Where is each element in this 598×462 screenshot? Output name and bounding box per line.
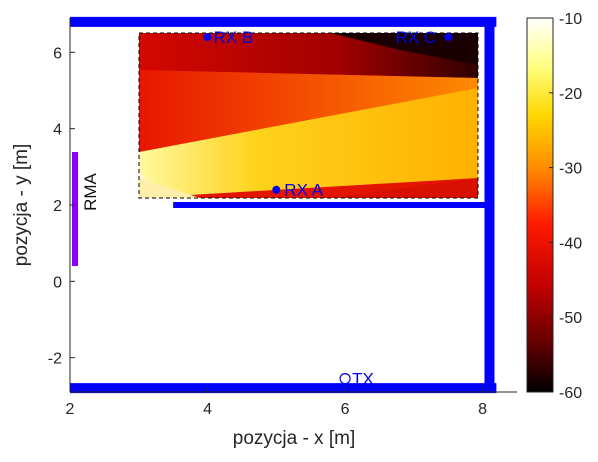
colorbar-tick-label: -60 [559,385,582,402]
heatmap-middle-wedge [139,70,478,152]
y-tick-label: 6 [53,45,62,62]
heatmap-field [139,33,478,198]
x-tick-label: 8 [478,401,487,418]
x-axis-title: pozycja - x [m] [233,428,355,449]
transmitter-label: TX [352,370,374,389]
heatmap-dark-corner [330,33,478,65]
heatmap-boundary [138,32,479,199]
colorbar-tick-label: -10 [559,11,582,28]
walls [70,16,497,394]
colorbar-tick-label: -40 [559,235,582,252]
y-tick-label: -2 [48,351,62,368]
y-tick-label: 2 [53,198,62,215]
colorbar-tick-label: -30 [559,161,582,178]
x-tick-label: 2 [66,401,75,418]
x-tick-label: 4 [203,401,212,418]
transmitter-point [339,373,351,385]
heatmap-lower-strip [330,178,478,198]
rma-label: RMA [81,172,100,210]
y-tick-label: 4 [53,122,62,139]
heatmap-lower-left [139,178,200,198]
receiver-label: RX A [284,181,323,200]
receiver-point [272,185,281,194]
x-tick-label: 6 [341,401,350,418]
colorbar-tick-label: -20 [559,86,582,103]
colorbar-ticks: -10 -20 -30 -40 -50 -60 [549,11,582,402]
receiver-point [444,33,453,42]
y-axis-title: pozycja - y [m] [11,144,32,266]
y-tick-label: 0 [53,274,62,291]
receiver-label: RX C [396,28,437,47]
colorbar [526,17,554,393]
colorbar-tick-label: -50 [559,310,582,327]
markers: RX A RX B RX C TX [203,28,453,389]
y-ticks: -2 0 2 4 6 [48,45,75,368]
receiver-label: RX B [214,28,254,47]
receiver-point [203,33,212,42]
x-ticks: 2 4 6 8 [66,387,487,418]
heatmap-bright-wedge [139,88,478,198]
rma-antenna [72,152,78,266]
